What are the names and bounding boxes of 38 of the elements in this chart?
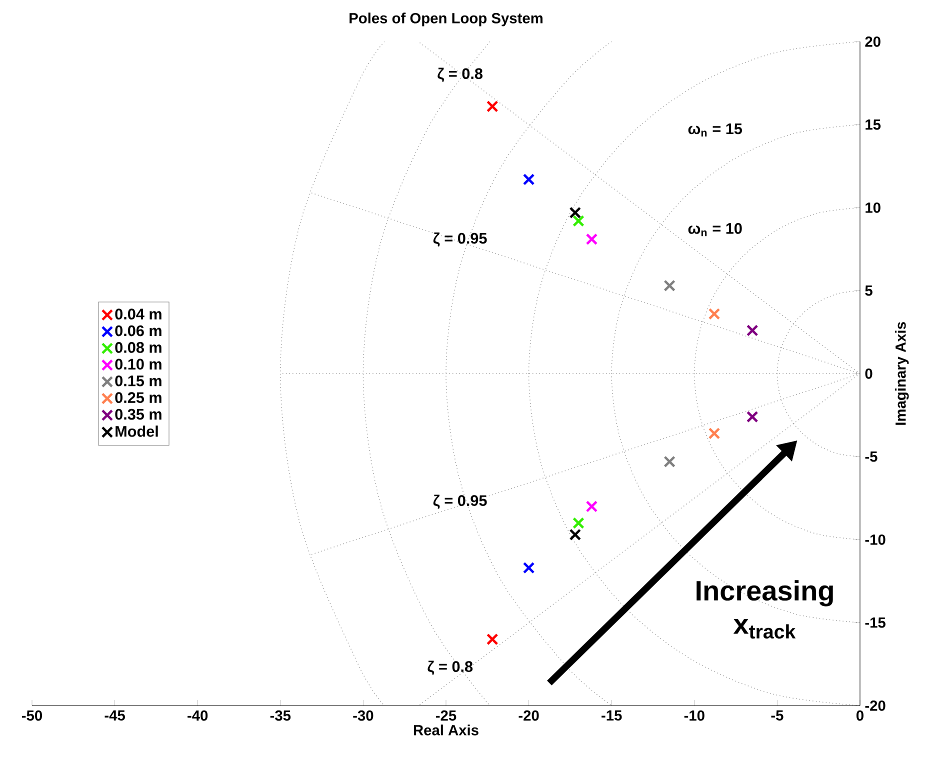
annotation: ω$_{n}$ = 15 <box>688 124 742 136</box>
annotation: ζ = 0.8 <box>428 660 473 675</box>
y-tick-label: 15 <box>866 120 881 130</box>
y-tick-label: 20 <box>865 36 880 47</box>
x-tick-label: -15 <box>602 710 622 721</box>
y-tick-label: -10 <box>865 534 886 545</box>
legend-label: 0.08 m <box>115 342 162 353</box>
x-tick-label: -25 <box>436 710 456 721</box>
x-tick-label: -45 <box>104 710 125 721</box>
chart-title: Poles of Open Loop System <box>350 12 542 26</box>
legend-label: 0.25 m <box>115 392 162 404</box>
x-tick-label: 0 <box>856 710 864 721</box>
x-tick-label: -10 <box>684 710 704 721</box>
annotation: ω$_{n}$ = 10 <box>688 223 742 236</box>
x-axis-title: Real Axis <box>414 724 478 736</box>
legend-label: 0.35 m <box>115 408 162 420</box>
y-tick-label: -5 <box>865 452 878 462</box>
legend-label: 0.04 m <box>115 308 162 320</box>
y-tick-label: 5 <box>865 286 872 296</box>
y-tick-label: 0 <box>865 368 872 379</box>
x-tick-label: -5 <box>771 710 784 721</box>
x-tick-label: -35 <box>270 710 291 721</box>
annotation: ζ = 0.8 <box>438 68 483 82</box>
x-tick-label: -20 <box>518 710 539 721</box>
y-tick-label: -20 <box>865 700 886 711</box>
x-tick-label: -50 <box>22 710 42 721</box>
x-tick-label: -30 <box>353 710 374 721</box>
legend-label: Model <box>116 426 158 437</box>
y-tick-label: -15 <box>865 618 886 628</box>
y-axis-title: Imaginary Axis <box>895 322 909 425</box>
annotation: ζ = 0.95 <box>433 494 487 509</box>
x-tick-label: -40 <box>188 710 208 721</box>
legend-label: 0.06 m <box>115 325 162 336</box>
legend-label: 0.10 m <box>115 358 162 370</box>
legend-label: 0.15 m <box>115 375 162 386</box>
y-tick-label: 10 <box>866 202 880 213</box>
annotation: ζ = 0.95 <box>433 232 487 247</box>
annotation: Increasing x$_{track}$ <box>696 580 833 639</box>
